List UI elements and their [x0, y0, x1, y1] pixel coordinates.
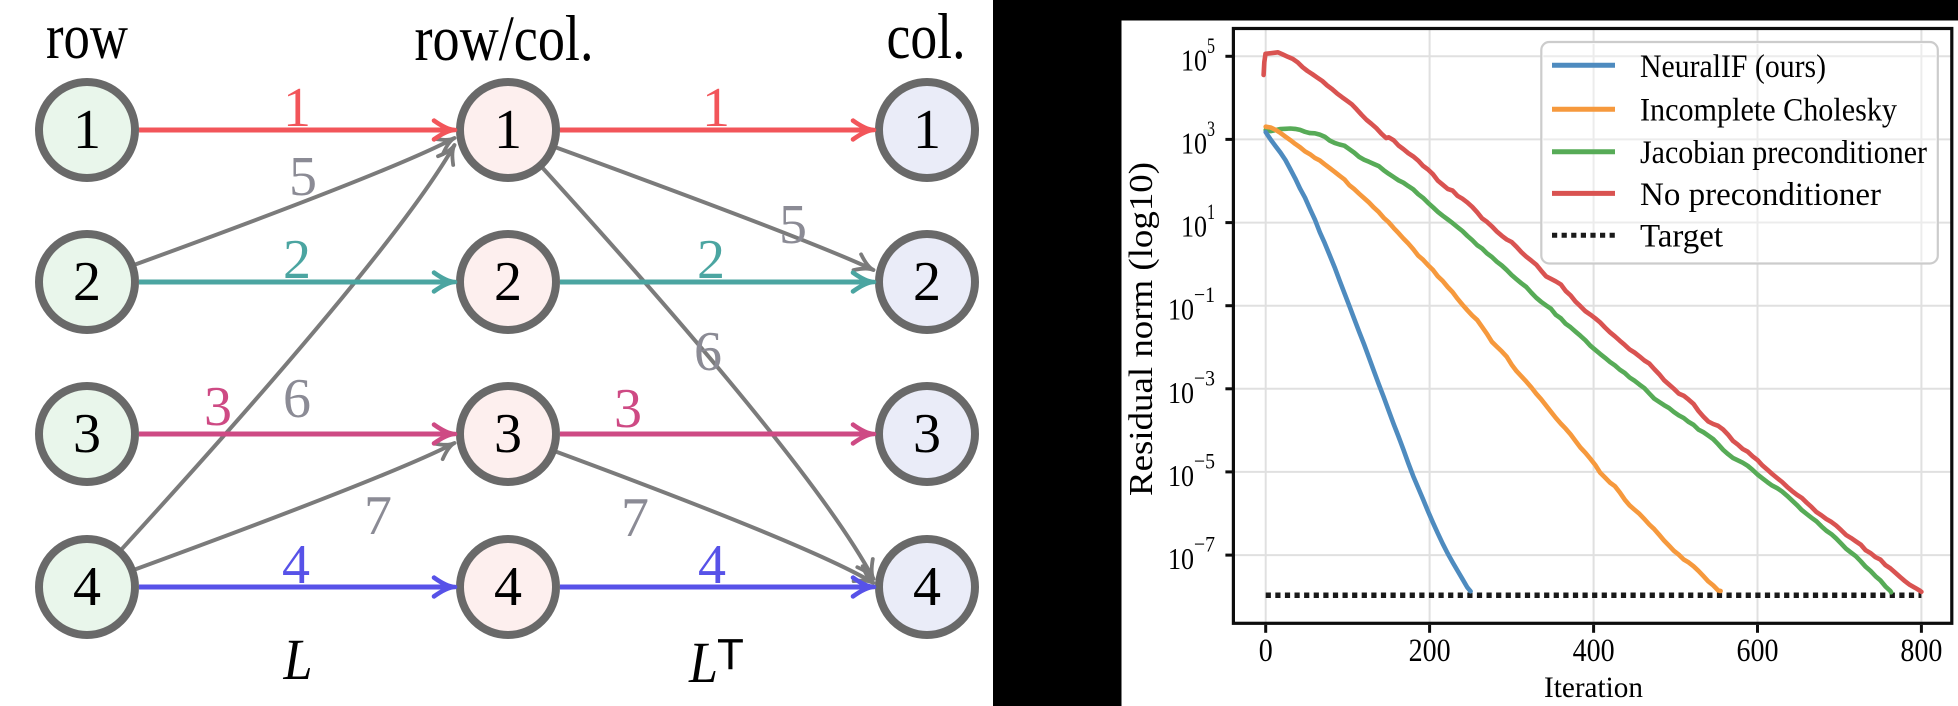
svg-text:200: 200 — [1409, 633, 1451, 669]
svg-text:10−3: 10−3 — [1168, 365, 1215, 410]
svg-text:row: row — [46, 1, 128, 73]
svg-text:600: 600 — [1737, 633, 1779, 669]
svg-text:3: 3 — [73, 403, 101, 465]
svg-text:1: 1 — [913, 99, 941, 161]
svg-text:2: 2 — [913, 251, 941, 313]
svg-text:7: 7 — [364, 485, 392, 547]
svg-text:1: 1 — [702, 77, 730, 139]
svg-text:col.: col. — [887, 1, 966, 73]
svg-text:3: 3 — [494, 403, 522, 465]
svg-text:L: L — [283, 627, 313, 692]
svg-text:Iteration: Iteration — [1544, 671, 1643, 704]
svg-text:T: T — [717, 630, 744, 679]
svg-text:1: 1 — [283, 77, 311, 139]
svg-text:Jacobian preconditioner: Jacobian preconditioner — [1640, 135, 1927, 171]
svg-text:4: 4 — [698, 534, 726, 596]
svg-text:10−1: 10−1 — [1168, 282, 1215, 327]
svg-text:NeuralIF (ours): NeuralIF (ours) — [1640, 49, 1826, 85]
svg-text:1: 1 — [494, 99, 522, 161]
svg-text:6: 6 — [283, 368, 311, 430]
svg-text:0: 0 — [1259, 633, 1273, 669]
svg-text:400: 400 — [1573, 633, 1615, 669]
svg-text:7: 7 — [621, 487, 649, 549]
svg-text:6: 6 — [694, 321, 722, 383]
svg-text:3: 3 — [614, 378, 642, 440]
svg-text:3: 3 — [913, 403, 941, 465]
svg-text:Incomplete Cholesky: Incomplete Cholesky — [1640, 93, 1897, 129]
svg-text:L: L — [688, 630, 718, 695]
svg-text:2: 2 — [494, 251, 522, 313]
svg-text:No preconditioner: No preconditioner — [1640, 177, 1881, 213]
svg-text:4: 4 — [282, 534, 310, 596]
svg-text:800: 800 — [1900, 633, 1942, 669]
svg-text:5: 5 — [779, 194, 807, 256]
svg-text:10−5: 10−5 — [1168, 448, 1215, 493]
svg-text:105: 105 — [1181, 33, 1215, 78]
svg-text:1: 1 — [73, 99, 101, 161]
svg-text:2: 2 — [73, 251, 101, 313]
svg-text:3: 3 — [204, 376, 232, 438]
svg-text:Target: Target — [1640, 219, 1723, 255]
svg-text:4: 4 — [73, 556, 101, 618]
svg-text:101: 101 — [1181, 199, 1215, 244]
svg-text:103: 103 — [1181, 116, 1215, 161]
svg-text:4: 4 — [913, 556, 941, 618]
svg-text:2: 2 — [697, 229, 725, 291]
svg-text:10−7: 10−7 — [1168, 532, 1215, 577]
svg-text:4: 4 — [494, 556, 522, 618]
svg-text:2: 2 — [283, 229, 311, 291]
svg-text:row/col.: row/col. — [415, 3, 594, 75]
svg-text:Residual norm (log10): Residual norm (log10) — [1123, 162, 1160, 496]
svg-text:5: 5 — [289, 146, 317, 208]
